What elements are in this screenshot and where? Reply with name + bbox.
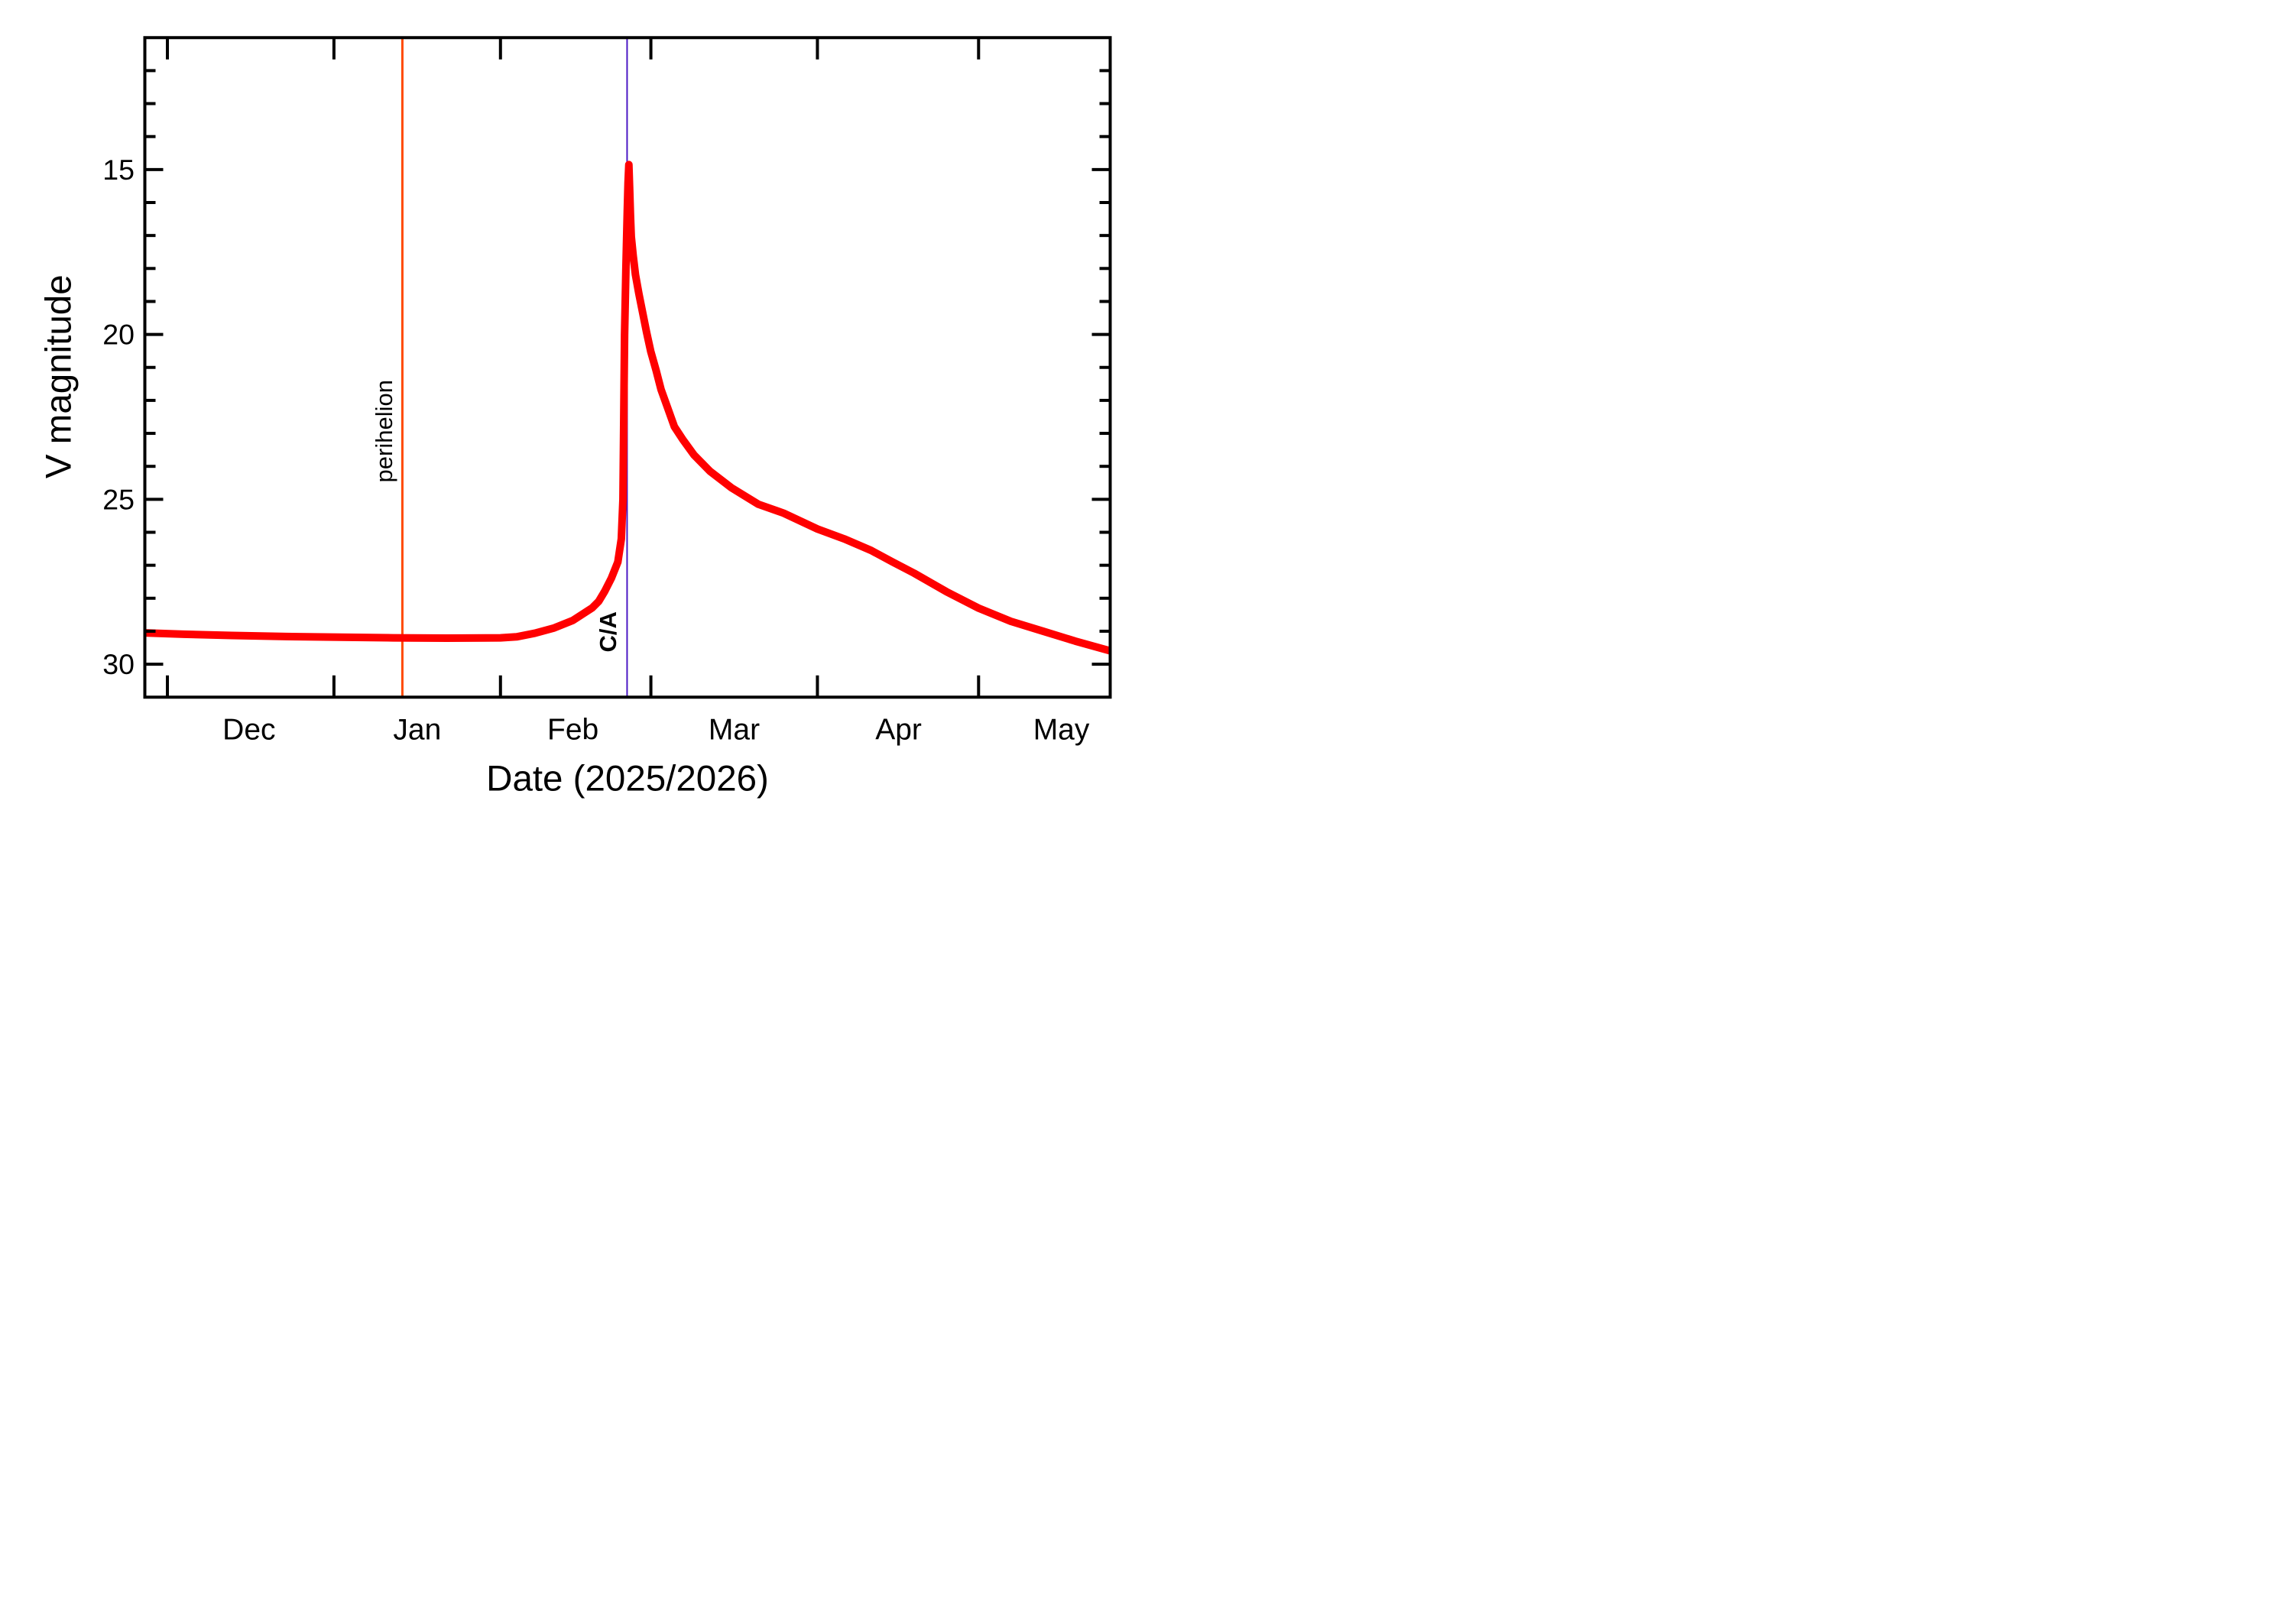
x-month-label: May <box>1033 713 1090 746</box>
y-axis-ticks <box>144 69 1111 666</box>
y-tick-label: 15 <box>102 154 135 186</box>
magnitude-chart: Dec Jan Feb Mar Apr May 15 20 25 30 Date (2025/2… <box>0 0 1146 812</box>
x-month-label: Feb <box>547 713 598 746</box>
x-month-label: Dec <box>222 713 275 746</box>
y-tick-label: 25 <box>102 483 135 515</box>
x-axis-month-labels: Dec Jan Feb Mar Apr May <box>222 713 1090 746</box>
close-approach-label: C/A <box>595 611 621 652</box>
y-axis-tick-labels: 15 20 25 30 <box>102 154 135 680</box>
magnitude-chart-svg: Dec Jan Feb Mar Apr May 15 20 25 30 Date (2025/2… <box>39 36 1112 799</box>
y-axis-title: V magnitude <box>39 274 79 478</box>
perihelion-label: perihelion <box>371 380 397 482</box>
y-tick-label: 20 <box>102 319 135 351</box>
x-month-label: Apr <box>875 713 922 746</box>
x-month-label: Jan <box>393 713 441 746</box>
x-axis-title: Date (2025/2026) <box>486 758 769 799</box>
x-axis-ticks <box>166 37 981 698</box>
magnitude-curve <box>144 160 1111 655</box>
x-month-label: Mar <box>709 713 760 746</box>
y-tick-label: 30 <box>102 648 135 680</box>
